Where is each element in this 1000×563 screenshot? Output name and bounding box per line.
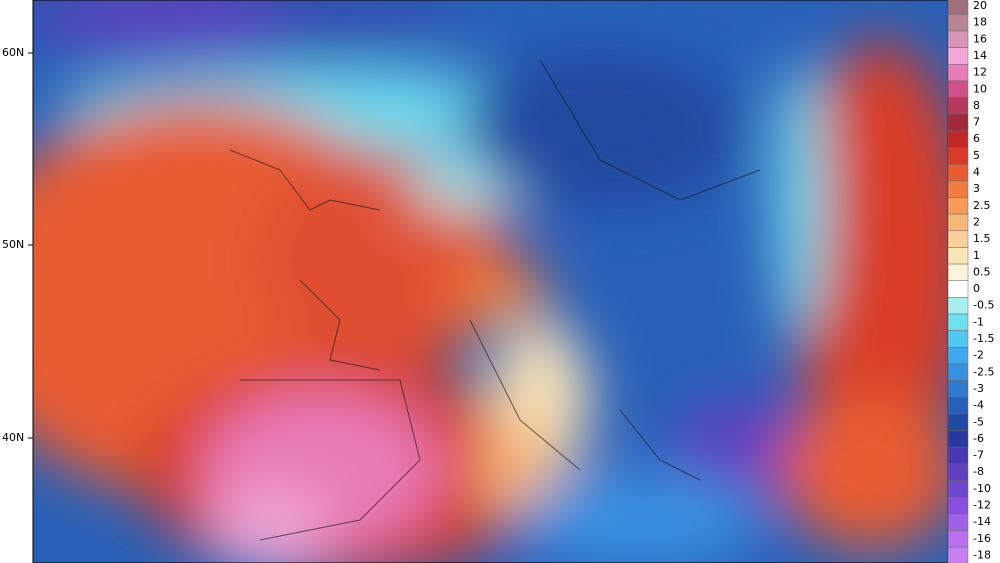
legend-swatch <box>947 0 969 15</box>
legend-swatch <box>947 430 969 448</box>
legend-label: -10 <box>973 482 991 495</box>
legend-label: 2 <box>973 215 980 228</box>
legend-swatch <box>947 513 969 531</box>
legend-label: -5 <box>973 415 984 428</box>
legend-swatch <box>947 347 969 365</box>
legend-label: -6 <box>973 432 984 445</box>
legend-swatch <box>947 64 969 82</box>
legend-label: -18 <box>973 548 991 561</box>
legend-label: 20 <box>973 0 987 12</box>
legend-label: -8 <box>973 465 984 478</box>
legend-swatch <box>947 363 969 381</box>
legend-swatch <box>947 297 969 315</box>
legend-swatch <box>947 446 969 465</box>
legend-label: 12 <box>973 66 987 79</box>
legend-swatch <box>947 14 969 32</box>
legend-swatch <box>947 213 969 232</box>
latitude-label: 60N <box>2 46 24 59</box>
legend-swatch <box>947 413 969 431</box>
legend-swatch <box>947 496 969 515</box>
legend-label: 16 <box>973 32 987 45</box>
latitude-label: 50N <box>2 238 24 251</box>
legend-label: 6 <box>973 132 980 145</box>
legend-label: 1.5 <box>973 232 991 245</box>
legend-swatch <box>947 163 969 182</box>
coastline <box>229 59 761 541</box>
legend-swatch <box>947 97 969 115</box>
legend-swatch <box>947 480 969 498</box>
legend-swatch <box>947 530 969 548</box>
legend-swatch <box>947 247 969 265</box>
legend-label: -1.5 <box>973 332 994 345</box>
legend-label: -1 <box>973 315 984 328</box>
legend-label: 4 <box>973 166 980 179</box>
legend-label: 14 <box>973 49 987 62</box>
legend-swatch <box>947 397 969 415</box>
legend-swatch <box>947 180 969 198</box>
legend-swatch <box>947 230 969 248</box>
legend-label: -7 <box>973 449 984 462</box>
legend-label: -0.5 <box>973 299 994 312</box>
legend-swatch <box>947 263 969 281</box>
legend-label: -3 <box>973 382 984 395</box>
legend-label: -2.5 <box>973 365 994 378</box>
map-field <box>33 0 948 563</box>
legend-swatch <box>947 197 969 215</box>
legend-label: -16 <box>973 532 991 545</box>
legend-label: 5 <box>973 149 980 162</box>
legend-swatch <box>947 546 969 563</box>
legend-swatch <box>947 147 969 165</box>
legend-swatch <box>947 463 969 481</box>
legend-label: 8 <box>973 99 980 112</box>
legend-label: -14 <box>973 515 991 528</box>
legend-label: 18 <box>973 16 987 29</box>
legend-label: 10 <box>973 82 987 95</box>
legend-label: -2 <box>973 349 984 362</box>
legend-label: 0 <box>973 282 980 295</box>
legend-label: 7 <box>973 116 980 129</box>
legend-swatch <box>947 313 969 331</box>
latitude-axis: 60N 50N 40N <box>2 46 33 444</box>
latitude-label: 40N <box>2 431 24 444</box>
color-legend: 20 18 16 14 12 10 8 7 6 5 4 3 2.5 2 1.5 1 0.5 0 -0.5 -1 -1.5… <box>947 0 994 563</box>
legend-label: 0.5 <box>973 265 991 278</box>
legend-swatch <box>947 113 969 132</box>
legend-swatch <box>947 30 969 48</box>
legend-label: 1 <box>973 249 980 262</box>
legend-label: 3 <box>973 182 980 195</box>
legend-swatch <box>947 330 969 348</box>
legend-swatch <box>947 47 969 65</box>
legend-swatch <box>947 130 969 148</box>
legend-label: 2.5 <box>973 199 991 212</box>
legend-label: -12 <box>973 499 991 512</box>
legend-swatch <box>947 80 969 98</box>
legend-swatch <box>947 380 969 398</box>
legend-label: -4 <box>973 399 984 412</box>
legend-swatch <box>947 280 969 298</box>
